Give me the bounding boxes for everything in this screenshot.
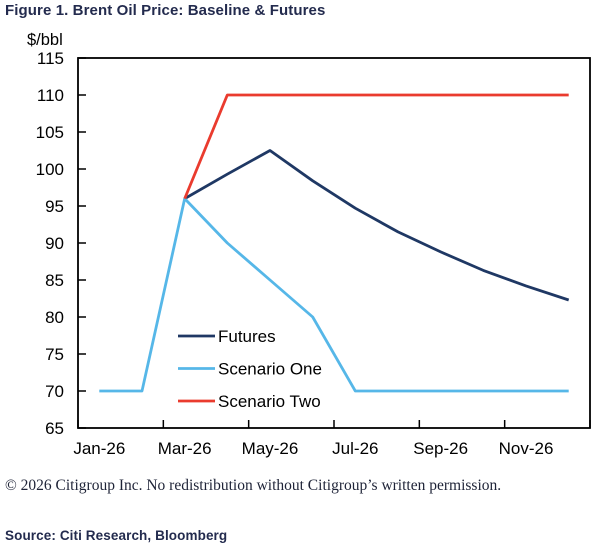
x-tick-label: Nov-26	[499, 439, 554, 458]
x-tick-label: May-26	[242, 439, 299, 458]
figure-title: Figure 1. Brent Oil Price: Baseline & Fu…	[5, 2, 326, 19]
legend-label: Scenario One	[218, 360, 322, 379]
y-axis-unit-label: $/bbl	[27, 31, 63, 49]
y-tick-label: 110	[37, 86, 64, 105]
legend-item-futures: Futures	[178, 327, 276, 346]
x-tick-label: Jul-26	[332, 439, 378, 458]
legend-item-scenario-one: Scenario One	[178, 360, 322, 379]
y-tick-label: 90	[45, 234, 64, 253]
y-tick-label: 100	[36, 160, 64, 179]
legend-label: Scenario Two	[218, 392, 321, 411]
x-axis: Jan-26 Mar-26 May-26 Jul-26 Sep-26 Nov-26	[73, 420, 591, 458]
y-tick-label: 115	[37, 49, 64, 68]
legend-label: Futures	[218, 327, 276, 346]
y-axis: 65 70 75 80 85 90 95 100 105 110 115	[36, 49, 86, 438]
x-tick-label: Mar-26	[158, 439, 212, 458]
y-tick-label: 95	[45, 197, 64, 216]
legend-item-scenario-two: Scenario Two	[178, 392, 321, 411]
plot-border	[77, 57, 591, 429]
y-tick-label: 80	[45, 308, 64, 327]
x-tick-label: Sep-26	[413, 439, 468, 458]
x-tick-label: Jan-26	[73, 439, 125, 458]
series-line-futures	[184, 149, 570, 302]
series-line-scenario-one	[99, 197, 569, 393]
y-tick-label: 85	[45, 271, 64, 290]
legend: Futures Scenario One Scenario Two	[178, 327, 322, 411]
source-attribution: Source: Citi Research, Bloomberg	[5, 528, 228, 543]
copyright-notice: © 2026 Citigroup Inc. No redistribution …	[5, 477, 502, 494]
y-tick-label: 105	[36, 123, 64, 142]
y-tick-label: 75	[45, 345, 64, 364]
y-tick-label: 70	[45, 382, 64, 401]
y-tick-label: 65	[45, 419, 64, 438]
series-line-scenario-two	[183, 93, 569, 200]
brent-oil-price-line-chart: 65 70 75 80 85 90 95 100 105 110 115 Jan-26 Mar-26 Ma…	[36, 49, 591, 458]
